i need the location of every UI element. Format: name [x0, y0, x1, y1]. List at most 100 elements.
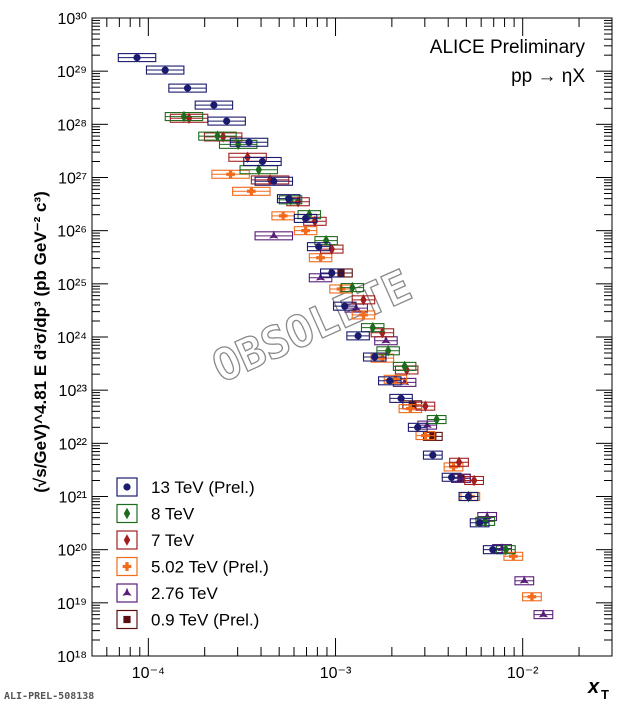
- data-point: [234, 138, 242, 151]
- data-point: [285, 195, 293, 203]
- data-point: [378, 353, 387, 363]
- data-point: [489, 546, 497, 554]
- data-point: [381, 335, 391, 344]
- data-point: [449, 462, 458, 472]
- legend-swatch-box: [116, 530, 138, 550]
- header-line2: pp → ηX: [511, 66, 585, 87]
- data-point: [386, 377, 394, 385]
- legend-item: 5.02 TeV (Prel.): [116, 556, 269, 577]
- data-point: [447, 473, 456, 481]
- legend-item: 0.9 TeV (Prel.): [116, 609, 259, 630]
- data-point: [406, 404, 415, 413]
- data-point: [429, 432, 437, 441]
- legend-swatch-box: [116, 477, 138, 497]
- data-point: [341, 302, 349, 310]
- data-point: [476, 519, 484, 527]
- data-point: [301, 214, 310, 223]
- data-point: [429, 451, 437, 459]
- series-13-tev-prel-: [117, 53, 503, 555]
- data-point: [391, 374, 400, 384]
- series-layer: [117, 53, 554, 620]
- y-tick-label: 10²⁶: [57, 224, 87, 241]
- data-point: [185, 112, 193, 125]
- legend-item: 7 TeV: [116, 530, 195, 550]
- y-tick-label: 10³⁰: [57, 11, 87, 28]
- y-tick-label: 10²⁴: [57, 330, 87, 347]
- x-axis-label-subscript: T: [601, 687, 609, 702]
- x-axis-title: x T: [587, 676, 609, 702]
- data-point: [270, 177, 278, 185]
- data-point: [223, 117, 231, 125]
- data-point: [328, 243, 336, 255]
- data-point: [401, 360, 408, 373]
- y-tick-label: 10²⁹: [57, 64, 87, 81]
- legend-swatch-box: [116, 609, 138, 630]
- data-point: [278, 211, 288, 221]
- y-tick-label: 10²⁷: [58, 171, 87, 188]
- data-point: [269, 230, 279, 239]
- y-tick-label: 10²¹: [59, 490, 87, 507]
- y-axis-title: (√s/GeV)^4.81 E d³σ/dp³ (pb GeV⁻² c³): [31, 191, 50, 493]
- data-point: [123, 483, 131, 491]
- data-point: [538, 609, 549, 618]
- data-point: [255, 163, 263, 176]
- y-tick-label: 10²²: [59, 436, 88, 453]
- header-line1: ALICE Preliminary: [430, 37, 586, 58]
- data-point: [210, 101, 218, 109]
- data-point: [247, 186, 256, 196]
- data-point: [214, 130, 221, 142]
- data-point: [123, 534, 131, 546]
- y-axis-label: (√s/GeV)^4.81 E d³σ/dp³ (pb GeV⁻² c³): [31, 191, 50, 493]
- data-point: [328, 269, 336, 277]
- data-point: [421, 431, 430, 440]
- legend-item: 8 TeV: [116, 503, 195, 524]
- legend-swatch-box: [116, 556, 138, 577]
- y-tick-label: 10²⁵: [57, 277, 87, 294]
- data-point: [502, 543, 510, 556]
- legend-label: 13 TeV (Prel.): [151, 478, 255, 497]
- data-point: [369, 321, 376, 334]
- y-tick-label: 10¹⁸: [57, 649, 87, 666]
- data-point: [527, 592, 537, 602]
- legend: 13 TeV (Prel.) 8 TeV 7 TeV 5.02 TeV (Prel.)…: [116, 477, 269, 630]
- data-point: [245, 138, 253, 146]
- x-tick-label: 10⁻²: [507, 665, 539, 682]
- legend-label: 0.9 TeV (Prel.): [151, 611, 259, 630]
- data-point: [354, 332, 362, 340]
- data-point: [122, 587, 132, 596]
- data-point: [422, 400, 429, 412]
- data-point: [123, 615, 131, 624]
- x-axis-label: x: [587, 676, 600, 698]
- y-tick-label: 10¹⁹: [57, 596, 87, 613]
- data-point: [470, 474, 478, 487]
- data-point: [455, 456, 463, 469]
- x-tick-label: 10⁻³: [320, 665, 352, 682]
- data-point: [316, 253, 325, 263]
- data-point: [519, 575, 529, 584]
- legend-label: 7 TeV: [151, 531, 195, 550]
- legend-swatch-box: [116, 583, 138, 603]
- data-point: [258, 157, 267, 166]
- data-point: [183, 84, 192, 92]
- data-point: [371, 353, 379, 361]
- data-point: [349, 281, 356, 294]
- data-point: [123, 507, 131, 520]
- data-point: [133, 53, 141, 62]
- data-point: [301, 226, 310, 235]
- legend-label: 2.76 TeV: [151, 584, 218, 603]
- footer-id: ALI-PREL-508138: [4, 691, 94, 702]
- data-point: [161, 66, 169, 74]
- legend-label: 8 TeV: [151, 505, 195, 524]
- axis-ticks: 10¹⁸ 10¹⁹ 10²⁰ 10²¹ 10²² 10²³ 10²⁴ 10²⁵ 10²⁶ 10²⁷…: [57, 11, 613, 682]
- data-point: [315, 243, 323, 251]
- data-point: [122, 562, 132, 571]
- data-point: [180, 110, 188, 123]
- data-point: [359, 310, 368, 320]
- data-point: [464, 492, 473, 501]
- y-tick-label: 10²⁸: [57, 117, 87, 134]
- y-tick-label: 10²³: [59, 383, 88, 400]
- data-point: [226, 169, 235, 179]
- x-tick-label: 10⁻⁴: [132, 665, 165, 682]
- legend-item: 13 TeV (Prel.): [116, 477, 255, 497]
